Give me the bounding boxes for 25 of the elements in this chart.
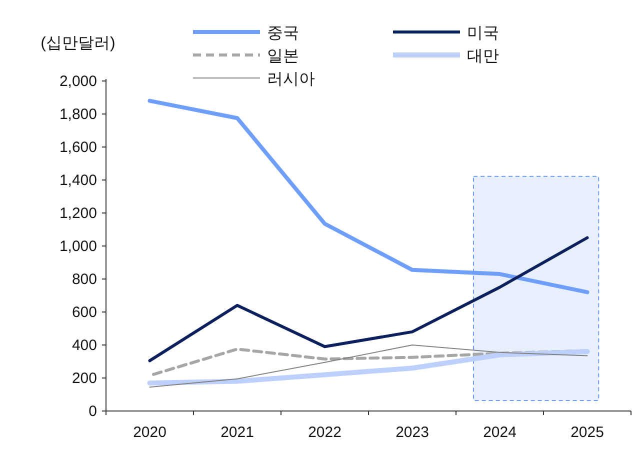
line-series: [148, 98, 590, 294]
y-tick-label: 800: [72, 271, 97, 288]
x-tick-label: 2024: [483, 424, 516, 441]
y-tick-label: 0: [88, 403, 97, 420]
y-tick-label: 1,400: [59, 172, 97, 189]
y-tick-label: 1,200: [59, 205, 97, 222]
y-tick-label: 1,000: [59, 238, 97, 255]
legend-label: 대만: [467, 48, 499, 65]
line-series: [148, 236, 589, 362]
x-tick-label: 2025: [570, 424, 604, 441]
legend-label: 러시아: [267, 71, 315, 88]
y-tick-label: 1,800: [59, 106, 97, 123]
legend-label: 중국: [267, 25, 299, 42]
y-tick-label: 1,600: [59, 139, 97, 156]
x-tick-label: 2020: [133, 424, 166, 441]
legend-label: 미국: [467, 25, 499, 42]
y-tick-label: 600: [72, 304, 97, 321]
x-tick-label: 2022: [308, 424, 342, 441]
y-tick-label: 2,000: [59, 73, 97, 90]
y-tick-label: 200: [72, 370, 97, 387]
x-tick-label: 2023: [396, 424, 429, 441]
x-tick-label: 2021: [220, 424, 254, 441]
legend-label: 일본: [267, 48, 299, 65]
y-tick-label: 400: [72, 337, 97, 354]
y-axis-title: (십만달러): [40, 35, 116, 52]
